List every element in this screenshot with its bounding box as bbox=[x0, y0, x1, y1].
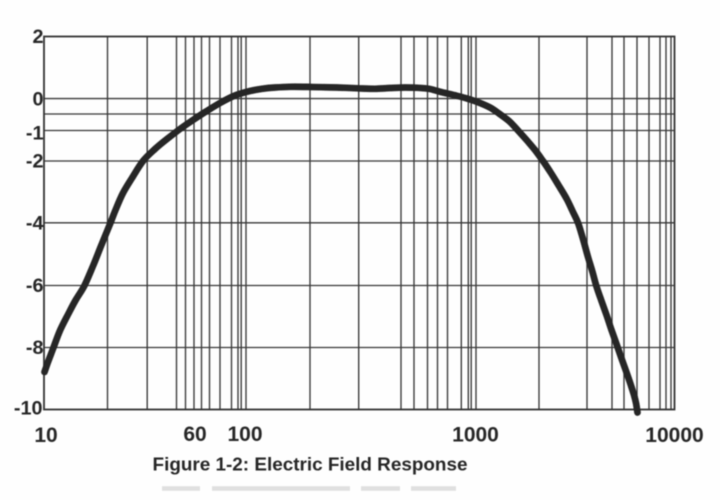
svg-text:60: 60 bbox=[183, 423, 206, 446]
svg-text:-1: -1 bbox=[26, 123, 44, 145]
svg-text:Figure 1-2: Electric Field Res: Figure 1-2: Electric Field Response bbox=[153, 455, 468, 476]
svg-text:-2: -2 bbox=[26, 151, 44, 173]
svg-text:-6: -6 bbox=[26, 275, 44, 297]
svg-text:2: 2 bbox=[32, 26, 43, 48]
svg-text:0: 0 bbox=[32, 88, 43, 110]
svg-text:10000: 10000 bbox=[645, 424, 703, 447]
svg-text:10: 10 bbox=[34, 424, 57, 447]
svg-text:100: 100 bbox=[227, 423, 262, 446]
svg-text:-8: -8 bbox=[26, 337, 44, 359]
svg-text:-10: -10 bbox=[14, 398, 43, 420]
svg-text:-4: -4 bbox=[26, 213, 44, 235]
svg-text:1000: 1000 bbox=[452, 424, 499, 447]
